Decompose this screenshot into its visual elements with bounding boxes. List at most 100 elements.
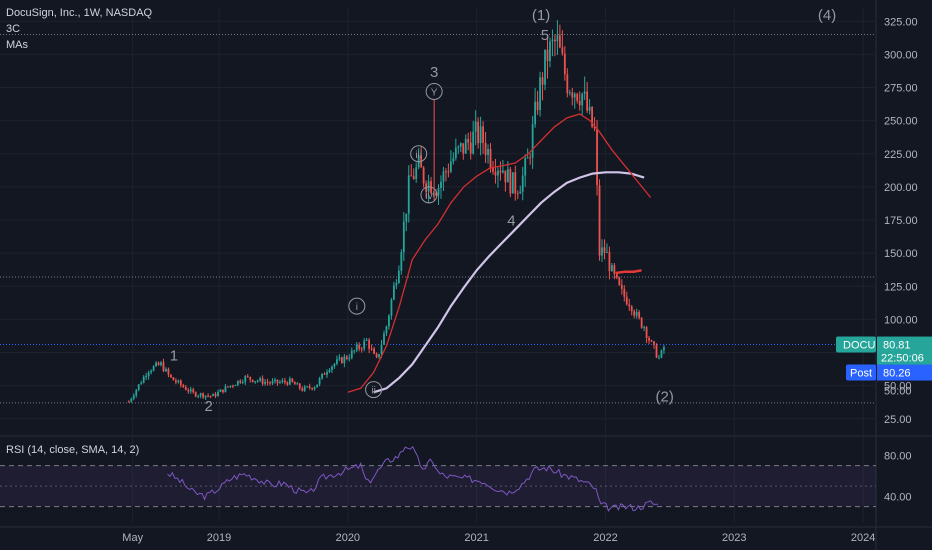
candle-body [321, 373, 323, 379]
candle-body [274, 379, 276, 382]
candle-body [658, 357, 660, 359]
candle-body [623, 288, 626, 297]
candle-body [598, 185, 601, 256]
time-axis[interactable]: May 2019 2020 2021 2022 2023 2024 [122, 532, 875, 544]
candle-body [422, 167, 425, 184]
candle-body [462, 143, 465, 154]
candle-body [516, 193, 519, 195]
candle-body [544, 49, 546, 85]
candle-body [313, 387, 316, 390]
indicator-mas-label[interactable]: MAs [6, 39, 28, 51]
candle-body [303, 386, 306, 391]
candle-body [440, 181, 442, 188]
candle-body [447, 171, 450, 173]
candle-body [241, 381, 244, 383]
candle-body [383, 333, 385, 345]
wave-label: 4 [507, 212, 515, 229]
candle-body [229, 385, 232, 387]
post-price-text: 80.26 [883, 368, 911, 380]
candle-body [343, 356, 346, 364]
candle-body [606, 252, 608, 254]
candle-body [231, 385, 234, 387]
x-tick-label: 2022 [593, 532, 617, 544]
candle-body [573, 93, 576, 98]
candle-body [172, 377, 175, 381]
candle-body [306, 386, 309, 388]
candle-body [279, 381, 281, 383]
candle-body [283, 380, 286, 383]
candle-body [298, 383, 301, 389]
candle-body [472, 131, 475, 154]
candle-body [593, 126, 596, 129]
candle-body [189, 389, 192, 392]
candle-body [474, 121, 477, 132]
post-tag-text: Post [850, 368, 872, 380]
y-tick-label: 25.00 [884, 414, 912, 426]
candle-body [259, 378, 262, 381]
x-tick-label: 2021 [464, 532, 488, 544]
candle-body [534, 101, 537, 125]
candle-body [551, 39, 554, 42]
candle-body [479, 126, 482, 144]
wave-label: 3 [430, 64, 438, 81]
candle-body [197, 395, 200, 397]
candle-body [499, 170, 502, 173]
symbol-title[interactable]: DocuSign, Inc., 1W, NASDAQ [6, 7, 153, 19]
candle-body [578, 100, 581, 106]
candle-body [296, 383, 299, 385]
rsi-panel [0, 445, 876, 512]
candle-body [586, 91, 589, 111]
candle-body [643, 327, 646, 329]
symbol-tag-text: DOCU [843, 340, 875, 352]
candle-body [549, 41, 551, 62]
candle-body [170, 374, 172, 378]
candle-body [308, 386, 311, 388]
candle-body [568, 92, 571, 94]
x-tick-label: 2020 [336, 532, 360, 544]
candle-body [127, 401, 130, 403]
candle-body [261, 378, 264, 384]
y-tick-label: 325.00 [884, 16, 918, 28]
wave-label-circled: ii [371, 386, 375, 397]
candle-body [648, 337, 650, 341]
rsi-title[interactable]: RSI (14, close, SMA, 14, 2) [6, 444, 140, 456]
candle-body [167, 368, 170, 375]
wave-label-circled: Y [431, 87, 438, 98]
candle-body [504, 170, 507, 183]
candle-body [601, 247, 603, 256]
candle-body [603, 247, 606, 253]
candle-body [571, 92, 574, 98]
candle-body [502, 170, 504, 173]
wave-label-circled: i [356, 302, 358, 313]
candle-body [588, 106, 591, 111]
candle-body [152, 366, 155, 371]
wave-label-circle [365, 381, 383, 399]
wave-label-circled: iv [425, 191, 432, 202]
candle-body [202, 393, 205, 398]
candle-body [209, 395, 212, 397]
candle-body [212, 393, 214, 397]
candle-body [583, 91, 586, 94]
candle-body [487, 148, 489, 156]
indicator-3c-label[interactable]: 3C [6, 23, 21, 35]
candle-body [370, 348, 373, 350]
candle-body [336, 359, 338, 364]
x-tick-label: 2019 [207, 532, 231, 544]
candle-body [655, 344, 658, 358]
countdown-text: 22:50:06 [881, 353, 924, 365]
candle-body [271, 381, 274, 384]
candle-body [531, 124, 534, 158]
candle-body [234, 385, 237, 387]
candle-body [454, 147, 457, 158]
candle-body [660, 350, 663, 358]
rsi-tick-label: 40.00 [884, 491, 912, 503]
candle-body [514, 172, 517, 194]
candle-body [561, 47, 564, 54]
candle-body [380, 344, 383, 355]
wave-label-circle [348, 297, 366, 315]
candle-body [199, 393, 202, 396]
candle-body [581, 93, 584, 106]
price-axis[interactable]: 325.00 300.00 275.00 250.00 225.00 200.00 175.… [884, 16, 918, 503]
